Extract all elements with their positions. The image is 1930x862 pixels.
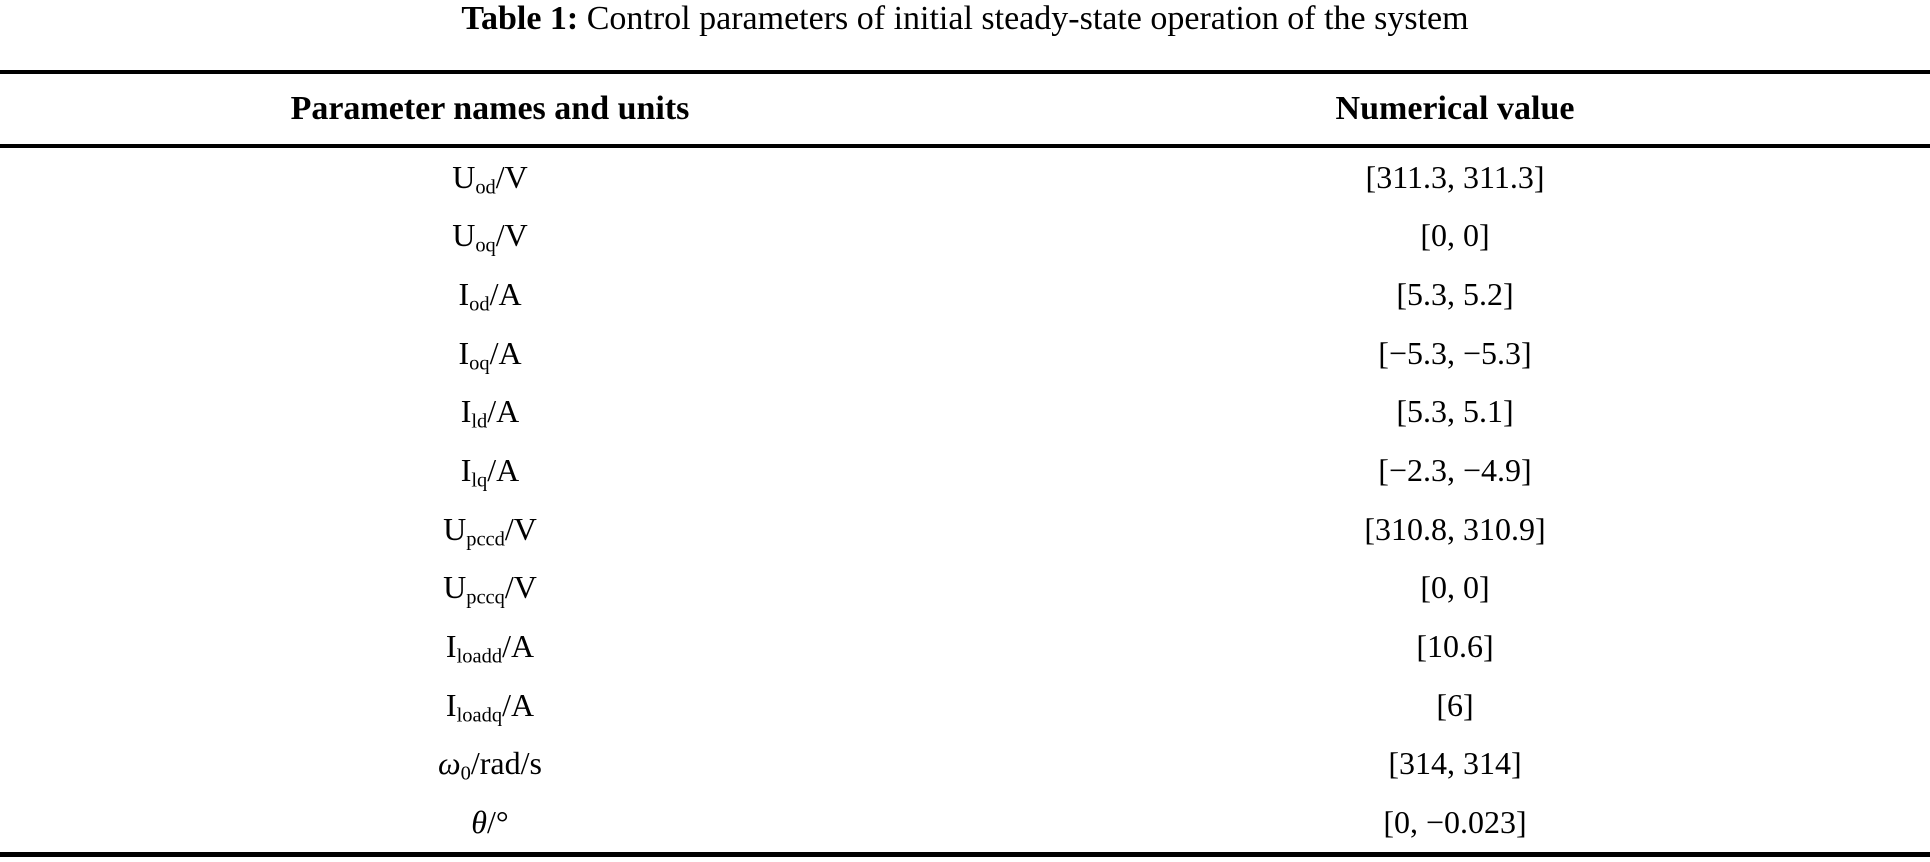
table-top-rule [0, 70, 1930, 74]
parameter-subscript: oq [469, 352, 490, 375]
value-cell: [311.3, 311.3] [1365, 158, 1545, 195]
value-cell: [314, 314] [1388, 745, 1522, 782]
table-header-row: Parameter names and units Numerical valu… [0, 74, 1930, 144]
parameter-subscript: loadd [456, 645, 503, 668]
value-cell: [0, −0.023] [1383, 804, 1527, 841]
parameter-symbol: I [460, 452, 472, 489]
parameter-cell: Iod/A [0, 276, 980, 316]
parameter-cell: Upccd/V [0, 510, 980, 551]
table-caption-text: Control parameters of initial steady-sta… [578, 0, 1469, 37]
table-row: Iloadd/A [10.6] [0, 617, 1930, 676]
parameter-subscript: oq [475, 235, 496, 258]
table-row: Upccd/V [310.8, 310.9] [0, 500, 1930, 559]
parameter-cell: Uod/V [0, 158, 980, 199]
table-body: Uod/V [311.3, 311.3] Uoq/V [0, 0] Iod/A … [0, 148, 1930, 852]
table-row: ω0/rad/s [314, 314] [0, 735, 1930, 794]
value-cell: [−5.3, −5.3] [1378, 334, 1532, 371]
parameter-unit: /A [489, 276, 522, 313]
table-mid-rule [0, 144, 1930, 148]
parameter-symbol: I [445, 628, 457, 665]
parameter-symbol: U [452, 217, 476, 254]
parameter-cell: Iloadq/A [0, 686, 980, 727]
parameter-unit: /V [504, 510, 537, 547]
parameter-symbol: I [460, 393, 472, 430]
table-row: Iod/A [5.3, 5.2] [0, 265, 1930, 324]
table-row: Upccq/V [0, 0] [0, 559, 1930, 618]
parameter-symbol: U [452, 158, 476, 195]
parameter-cell: Uoq/V [0, 217, 980, 258]
parameter-unit: /A [502, 628, 535, 665]
parameter-subscript: 0 [460, 763, 471, 786]
parameter-subscript: ld [471, 411, 488, 434]
parameter-cell: Iloadd/A [0, 628, 980, 668]
parameter-unit: /V [495, 158, 528, 195]
parameter-subscript: lq [471, 469, 488, 492]
value-cell: [5.3, 5.1] [1396, 393, 1514, 430]
table-caption-label: Table 1: [461, 0, 579, 37]
parameter-subscript: pccd [466, 528, 505, 551]
value-cell: [6] [1436, 686, 1474, 723]
parameter-subscript: od [475, 176, 496, 199]
table-bottom-rule [0, 852, 1930, 857]
parameter-cell: Upccq/V [0, 569, 980, 610]
parameter-unit: /A [502, 686, 535, 723]
parameter-cell: Ilq/A [0, 452, 980, 492]
parameter-subscript: od [469, 293, 490, 316]
parameter-cell: θ/° [0, 804, 980, 841]
value-cell: [0, 0] [1420, 569, 1490, 606]
parameter-symbol: θ [471, 804, 488, 841]
parameter-cell: Ioq/A [0, 334, 980, 375]
parameter-cell: ω0/rad/s [0, 745, 980, 786]
value-cell: [0, 0] [1420, 217, 1490, 254]
parameter-subscript: pccq [466, 587, 505, 610]
parameter-symbol: I [458, 276, 470, 313]
table-row: Uoq/V [0, 0] [0, 207, 1930, 266]
parameter-symbol: I [458, 334, 470, 371]
value-cell: [10.6] [1416, 628, 1494, 665]
table-caption: Table 1: Control parameters of initial s… [0, 0, 1930, 42]
parameter-cell: Ild/A [0, 393, 980, 434]
parameter-unit: /rad/s [470, 745, 542, 782]
parameter-symbol: U [443, 569, 467, 606]
parameter-symbol: ω [438, 745, 461, 782]
parameter-unit: /A [489, 334, 522, 371]
parameter-subscript: loadq [456, 704, 503, 727]
table-row: Uod/V [311.3, 311.3] [0, 148, 1930, 207]
value-cell: [−2.3, −4.9] [1378, 452, 1532, 489]
parameter-unit: /A [487, 393, 520, 430]
parameter-symbol: U [443, 510, 467, 547]
table-row: Ild/A [5.3, 5.1] [0, 383, 1930, 442]
column-header-parameter: Parameter names and units [290, 90, 690, 127]
table-row: Ioq/A [−5.3, −5.3] [0, 324, 1930, 383]
value-cell: [310.8, 310.9] [1364, 510, 1546, 547]
column-header-value: Numerical value [1335, 90, 1575, 127]
parameter-unit: /A [487, 452, 520, 489]
parameter-unit: /° [487, 804, 509, 841]
parameter-unit: /V [495, 217, 528, 254]
table-row: Ilq/A [−2.3, −4.9] [0, 441, 1930, 500]
value-cell: [5.3, 5.2] [1396, 276, 1514, 313]
table-row: Iloadq/A [6] [0, 676, 1930, 735]
parameter-symbol: I [445, 686, 457, 723]
parameter-unit: /V [504, 569, 537, 606]
table-row: θ/° [0, −0.023] [0, 793, 1930, 852]
